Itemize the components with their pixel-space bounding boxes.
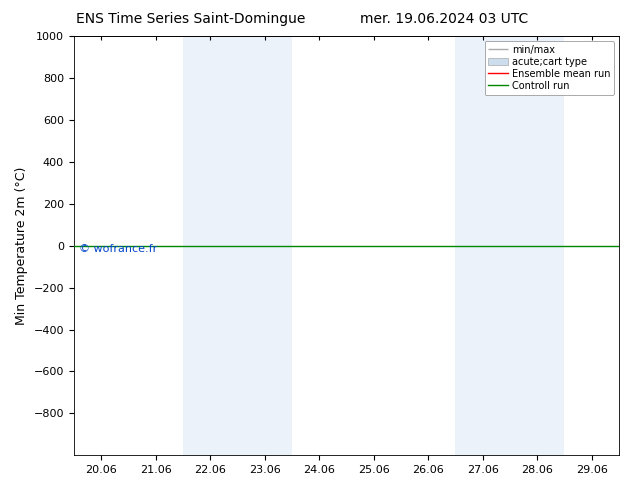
Y-axis label: Min Temperature 2m (°C): Min Temperature 2m (°C) xyxy=(15,167,28,325)
Text: mer. 19.06.2024 03 UTC: mer. 19.06.2024 03 UTC xyxy=(359,12,528,26)
Text: © wofrance.fr: © wofrance.fr xyxy=(79,244,157,254)
Legend: min/max, acute;cart type, Ensemble mean run, Controll run: min/max, acute;cart type, Ensemble mean … xyxy=(484,41,614,95)
Bar xyxy=(183,36,292,455)
Text: ENS Time Series Saint-Domingue: ENS Time Series Saint-Domingue xyxy=(75,12,305,26)
Bar xyxy=(455,36,564,455)
